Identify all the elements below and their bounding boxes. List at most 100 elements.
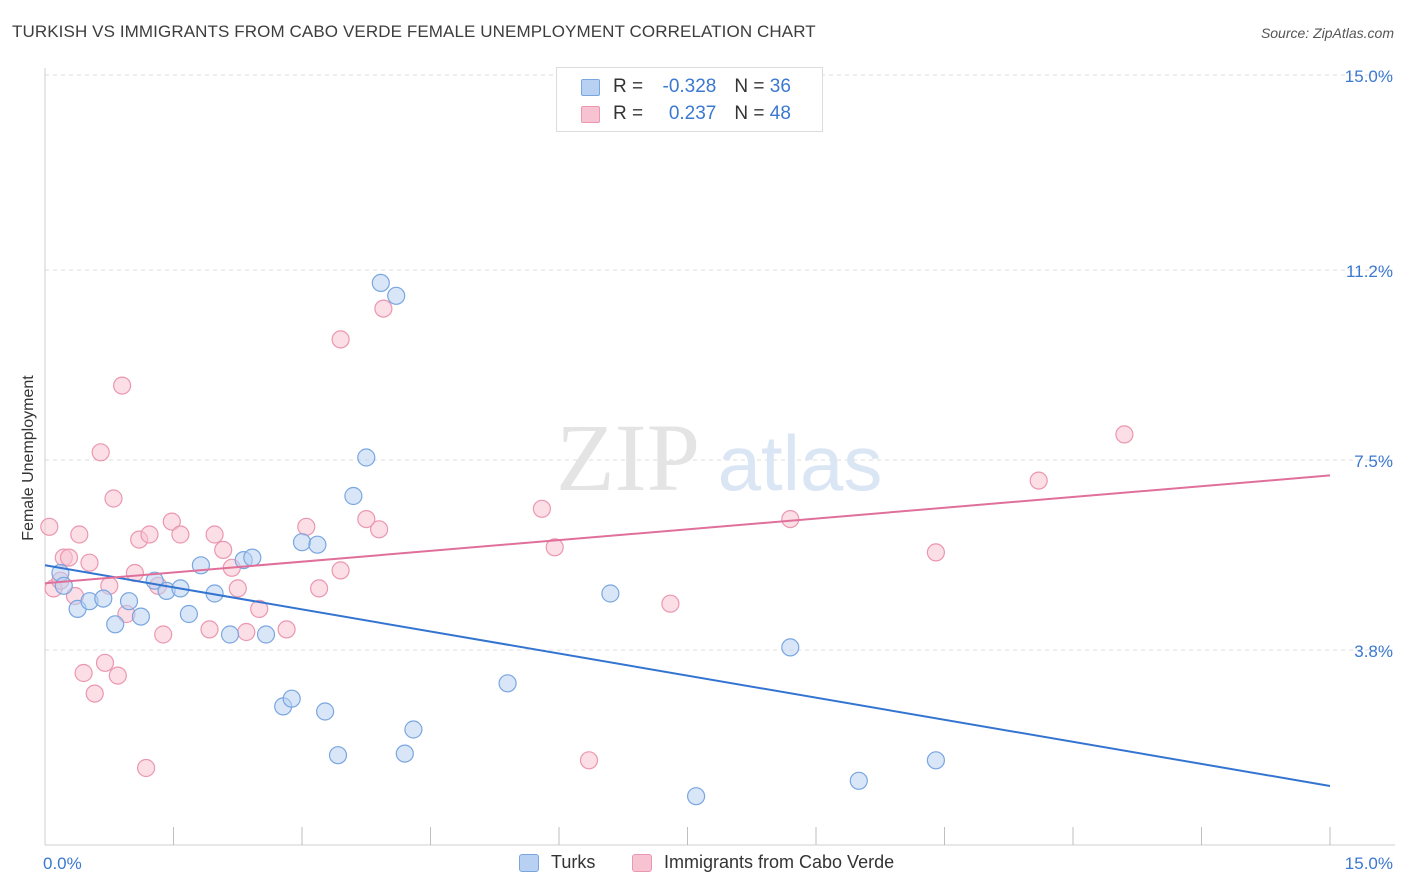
bottom-legend-label-turks: Turks <box>551 852 596 872</box>
watermark: ZIP atlas <box>556 404 882 511</box>
point-turks-19 <box>282 689 301 708</box>
point-turks-17 <box>256 625 276 644</box>
point-cabo-verde-25 <box>200 620 219 639</box>
point-turks-5 <box>106 615 125 634</box>
point-cabo-verde-43 <box>661 594 680 613</box>
point-turks-22 <box>316 702 335 721</box>
point-cabo-verde-4 <box>59 548 79 567</box>
point-cabo-verde-7 <box>74 663 93 683</box>
point-turks-4 <box>94 589 113 608</box>
point-turks-25 <box>357 448 376 467</box>
point-turks-23 <box>328 746 348 765</box>
point-turks-26 <box>371 273 390 292</box>
legend-swatch-turks <box>581 78 600 96</box>
point-turks-21 <box>308 535 327 554</box>
point-cabo-verde-6 <box>70 525 89 544</box>
point-cabo-verde-33 <box>297 517 316 536</box>
point-turks-20 <box>292 533 312 552</box>
bottom-legend-swatch-turks <box>519 853 539 872</box>
chart-title: TURKISH VS IMMIGRANTS FROM CABO VERDE FE… <box>12 22 816 41</box>
watermark-atlas: atlas <box>718 419 883 507</box>
bottom-legend-turks: Turks <box>519 852 595 873</box>
point-cabo-verde-10 <box>91 443 110 462</box>
point-turks-28 <box>395 744 414 763</box>
point-cabo-verde-46 <box>1029 471 1048 490</box>
point-cabo-verde-41 <box>545 538 564 557</box>
point-turks-6 <box>119 592 139 611</box>
point-cabo-verde-11 <box>95 653 115 672</box>
point-turks-1 <box>54 576 73 595</box>
legend-n-label: N = <box>734 76 770 97</box>
chart-source: Source: ZipAtlas.com <box>1260 25 1394 41</box>
point-turks-14 <box>220 625 240 644</box>
point-cabo-verde-42 <box>579 751 599 770</box>
point-turks-11 <box>179 604 198 624</box>
y-tick-label-0: 3.8% <box>1354 642 1393 661</box>
point-cabo-verde-14 <box>108 666 127 685</box>
watermark-zip: ZIP <box>556 404 700 511</box>
correlation-legend: R = -0.328 N = 36 R = 0.237 N = 48 <box>556 67 823 132</box>
point-cabo-verde-30 <box>237 622 256 642</box>
legend-swatch-cabo-verde <box>581 105 600 123</box>
series-cabo-verde-points <box>40 299 1134 778</box>
bottom-legend-label-cabo-verde: Immigrants from Cabo Verde <box>664 852 895 872</box>
point-cabo-verde-36 <box>331 330 350 349</box>
bottom-legend-cabo-verde: Immigrants from Cabo Verde <box>632 852 894 873</box>
legend-n-value-turks: 36 <box>769 76 791 97</box>
point-cabo-verde-37 <box>357 509 376 529</box>
point-cabo-verde-35 <box>331 561 350 580</box>
axes <box>44 68 1395 846</box>
point-cabo-verde-44 <box>781 509 800 529</box>
bottom-legend-swatch-cabo-verde <box>632 853 652 872</box>
trend-line-turks <box>44 564 1331 787</box>
point-cabo-verde-45 <box>926 543 946 562</box>
point-cabo-verde-40 <box>532 499 552 518</box>
legend-r-value-cabo-verde: 0.237 <box>668 103 717 124</box>
point-cabo-verde-26 <box>205 525 224 544</box>
y-tick-label-2: 11.2% <box>1346 262 1393 281</box>
point-cabo-verde-38 <box>370 520 389 539</box>
y-axis-label: Female Unemployment <box>20 375 37 541</box>
x-tick-label-1: 15.0% <box>1345 854 1393 873</box>
point-cabo-verde-29 <box>228 579 247 598</box>
point-cabo-verde-13 <box>104 489 123 508</box>
legend-r-label: R = <box>613 76 649 97</box>
trend-lines <box>44 474 1331 787</box>
point-turks-34 <box>849 771 868 790</box>
point-cabo-verde-20 <box>140 525 159 544</box>
point-turks-30 <box>498 674 517 693</box>
point-cabo-verde-0 <box>40 517 59 536</box>
y-tick-label-1: 7.5% <box>1354 452 1393 471</box>
point-cabo-verde-9 <box>85 684 104 703</box>
point-cabo-verde-47 <box>1115 425 1134 444</box>
x-tick-label-0: 0.0% <box>43 854 82 873</box>
point-cabo-verde-19 <box>137 758 156 778</box>
point-turks-29 <box>404 720 423 739</box>
legend-row-turks: R = -0.328 N = 36 <box>581 74 791 100</box>
point-turks-32 <box>686 787 706 806</box>
legend-n-label: N = <box>734 103 770 124</box>
point-turks-35 <box>926 751 946 770</box>
legend-n-value-cabo-verde: 48 <box>769 103 791 124</box>
point-cabo-verde-39 <box>374 299 393 318</box>
tick-labels: 3.8% 7.5% 11.2% 15.0% 0.0% 15.0% <box>43 67 1393 873</box>
point-cabo-verde-8 <box>80 553 99 572</box>
legend-r-label: R = <box>613 103 649 124</box>
trend-line-cabo-verde <box>44 474 1331 585</box>
point-cabo-verde-22 <box>154 625 173 644</box>
legend-row-cabo-verde: R = 0.237 N = 48 <box>581 101 791 127</box>
point-turks-24 <box>344 486 363 506</box>
point-cabo-verde-32 <box>277 620 296 639</box>
point-cabo-verde-24 <box>171 525 190 544</box>
point-turks-31 <box>601 584 620 603</box>
point-turks-16 <box>243 548 262 567</box>
point-cabo-verde-15 <box>112 376 132 395</box>
point-cabo-verde-23 <box>162 512 181 531</box>
legend-r-value-turks: -0.328 <box>662 76 717 97</box>
point-cabo-verde-31 <box>250 599 269 619</box>
point-cabo-verde-27 <box>214 540 233 560</box>
y-tick-label-3: 15.0% <box>1345 67 1393 86</box>
point-cabo-verde-34 <box>310 579 329 598</box>
point-turks-27 <box>387 286 406 305</box>
